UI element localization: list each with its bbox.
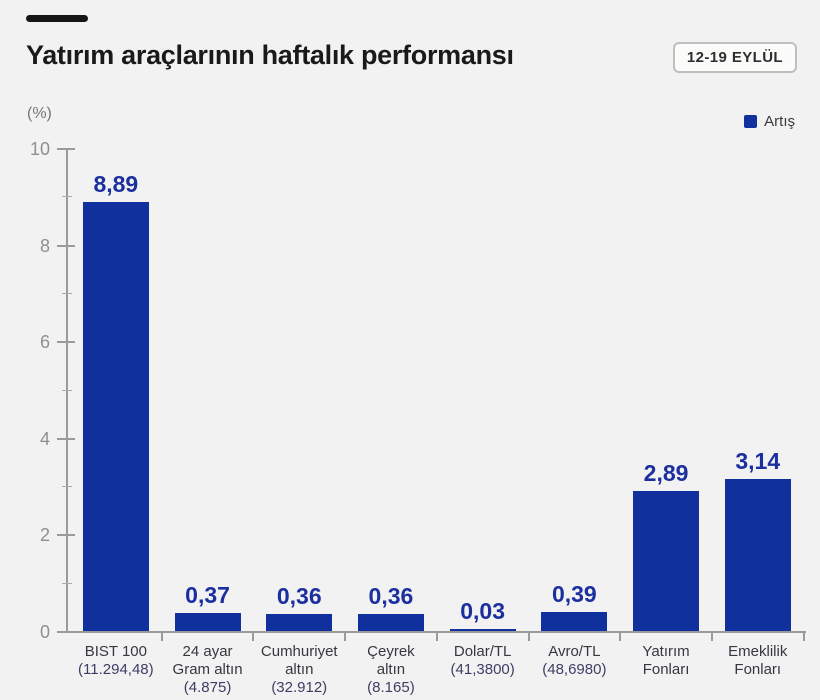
y-axis-major-tick: [57, 631, 75, 633]
category-label: BIST 100 (11.294,48): [61, 643, 171, 679]
category-name: Cumhuriyet altın: [260, 643, 338, 678]
y-axis-major-tick: [57, 341, 75, 344]
category-separator-tick: [802, 633, 805, 641]
y-axis-unit-label: (%): [27, 105, 52, 122]
category-name: Dolar/TL: [453, 643, 512, 660]
category-separator-tick: [435, 633, 438, 641]
category-separator-tick: [344, 633, 347, 641]
y-axis-major-tick: [57, 148, 75, 150]
y-axis-tick-label: 0: [39, 622, 50, 642]
category-label: Çeyrek altın (8.165): [336, 643, 446, 697]
y-axis-minor-tick: [62, 389, 72, 391]
bar-emeklilik-fonlar-: [724, 479, 791, 631]
legend-label: Artış: [764, 113, 795, 130]
category-name: Emeklilik Fonları: [728, 643, 788, 678]
y-axis-tick-label: 8: [39, 235, 50, 256]
y-axis-tick-label: 10: [29, 139, 50, 159]
bar-value-label: 0,36: [368, 582, 414, 609]
category-subtext: (4.875): [183, 679, 232, 696]
y-axis-major-tick: [57, 244, 75, 247]
page-title: Yatırım araçlarının haftalık performansı: [26, 40, 514, 70]
category-separator-tick: [527, 633, 530, 641]
legend: Artış: [744, 113, 795, 130]
bar-value-label: 3,14: [735, 448, 781, 475]
category-separator-tick: [252, 633, 255, 641]
title-accent-dash: [26, 15, 88, 22]
category-separator-tick: [710, 633, 713, 641]
category-subtext: (48,6980): [542, 661, 607, 678]
y-axis-line: [66, 148, 68, 633]
bar-value-label: 8,89: [93, 170, 139, 197]
y-axis-major-tick: [57, 534, 75, 537]
bar-avro-tl: [541, 612, 608, 631]
bar-value-label: 0,37: [185, 582, 230, 609]
bar--eyrek-alt-n: [357, 613, 424, 631]
bar-value-label: 0,03: [460, 598, 506, 624]
category-subtext: (41,3800): [450, 661, 515, 678]
bar-dolar-tl: [449, 629, 516, 631]
category-separator-tick: [619, 633, 622, 641]
category-label: Emeklilik Fonları: [703, 643, 813, 679]
category-name: Çeyrek altın: [367, 643, 415, 678]
bar-yat-r-m-fonlar-: [633, 491, 700, 631]
bar-value-label: 2,89: [643, 460, 689, 487]
category-name: BIST 100: [84, 643, 147, 660]
category-name: Avro/TL: [548, 643, 601, 660]
bar-24-ayar-gram-alt-n: [174, 613, 241, 631]
legend-swatch-icon: [744, 115, 758, 128]
category-label: Dolar/TL (41,3800): [428, 643, 538, 679]
category-label: Avro/TL (48,6980): [519, 643, 629, 679]
date-range-badge: 12-19 EYLÜL: [672, 42, 797, 73]
category-label: Yatırım Fonları: [611, 643, 721, 679]
y-axis-major-tick: [57, 437, 75, 440]
category-subtext: (11.294,48): [78, 661, 154, 678]
bar-value-label: 0,39: [551, 581, 597, 608]
bar-bist-100: [82, 201, 149, 631]
y-axis-minor-tick: [62, 486, 72, 488]
bar-cumhuriyet-alt-n: [266, 613, 333, 631]
bar-value-label: 0,36: [276, 582, 322, 609]
y-axis-tick-label: 4: [39, 428, 50, 449]
x-axis-line: [66, 631, 806, 633]
category-label: 24 ayar Gram altın (4.875): [153, 643, 263, 697]
category-subtext: (32.912): [271, 679, 328, 696]
y-axis-tick-label: 6: [39, 332, 50, 353]
category-separator-tick: [160, 633, 163, 641]
category-label: Cumhuriyet altın (32.912): [244, 643, 354, 697]
category-name: Yatırım Fonları: [642, 643, 690, 678]
category-subtext: (8.165): [367, 679, 415, 696]
y-axis-tick-label: 2: [39, 525, 50, 546]
category-name: 24 ayar Gram altın: [172, 643, 243, 678]
y-axis-minor-tick: [62, 292, 72, 294]
y-axis-minor-tick: [62, 582, 72, 584]
y-axis-minor-tick: [62, 196, 72, 198]
